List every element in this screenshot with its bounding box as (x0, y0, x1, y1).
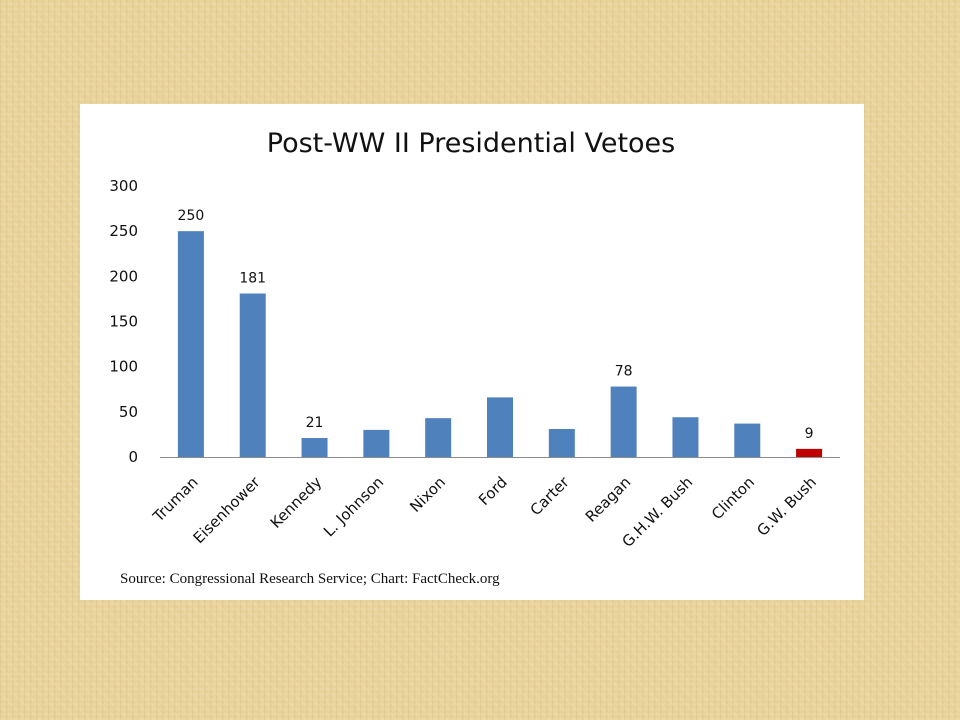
category-label: Kennedy (267, 473, 326, 532)
category-label: Truman (149, 473, 202, 526)
data-label: 9 (805, 426, 814, 442)
bar-carter (548, 428, 575, 457)
category-label: Eisenhower (190, 473, 265, 548)
y-tick-label: 100 (109, 358, 138, 376)
bar-l-johnson (363, 429, 390, 457)
chart-title: Post-WW II Presidential Vetoes (267, 128, 675, 159)
category-label: Clinton (708, 473, 758, 523)
category-label: Ford (475, 473, 511, 509)
bar-kennedy (301, 438, 328, 457)
category-label: Carter (527, 473, 574, 520)
bar-chart: Post-WW II Presidential Vetoes 0 50 100 150… (109, 128, 840, 587)
bar-ford (487, 397, 513, 457)
y-tick-label: 250 (109, 222, 138, 240)
data-label: 21 (306, 415, 324, 431)
y-tick-label: 200 (109, 267, 138, 285)
y-tick-label: 150 (109, 313, 138, 331)
data-label: 181 (239, 270, 266, 286)
bar-g-w-bush (796, 448, 823, 457)
chart-panel: Post-WW II Presidential Vetoes 0 50 100 150… (80, 104, 864, 600)
category-label: Reagan (582, 473, 635, 526)
category-label: L. Johnson (320, 473, 387, 540)
source-note: Source: Congressional Research Service; … (120, 571, 500, 587)
category-label: Nixon (406, 473, 449, 516)
y-tick-label: 300 (109, 177, 138, 195)
data-label: 78 (615, 364, 633, 380)
y-tick-label: 0 (128, 448, 138, 466)
bar-clinton (734, 423, 761, 457)
bars (177, 231, 823, 457)
bar-nixon (425, 418, 452, 457)
data-labels: 250 181 21 78 9 (178, 208, 814, 442)
y-tick-label: 50 (119, 403, 138, 421)
bar-reagan (610, 386, 637, 457)
bar-g-h-w-bush (672, 417, 699, 457)
bar-truman (177, 231, 204, 457)
y-axis-ticks: 0 50 100 150 200 250 300 (109, 177, 138, 466)
data-label: 250 (178, 208, 205, 224)
bar-eisenhower (239, 293, 266, 457)
category-label: G.W. Bush (753, 473, 820, 540)
